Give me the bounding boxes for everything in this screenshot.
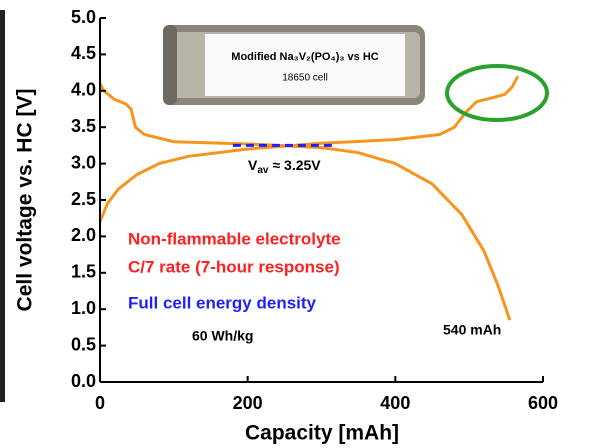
x-axis-title: Capacity [mAh] <box>245 422 399 445</box>
cell-type: 18650 cell <box>282 73 328 84</box>
y-tick-label: 2.0 <box>71 225 96 245</box>
highlight-ellipse <box>447 66 547 120</box>
chart: Modified Na₃V₂(PO₄)₃ vs HC 18650 cell Ce… <box>0 0 600 448</box>
y-tick-label: 2.5 <box>71 189 96 209</box>
y-tick-label: 1.0 <box>71 298 96 318</box>
y-tick-label: 4.0 <box>71 80 96 100</box>
curve <box>100 84 510 321</box>
capacity-label: 540 mAh <box>443 322 501 338</box>
energy-title: Full cell energy density <box>128 293 317 312</box>
y-axis-title: Cell voltage vs. HC [V] <box>14 89 37 312</box>
x-tick-label: 400 <box>380 393 410 413</box>
x-tick-label: 600 <box>528 393 558 413</box>
edge-bar <box>0 10 5 402</box>
x-tick-label: 0 <box>95 393 105 413</box>
cell-photo <box>163 25 425 105</box>
y-tick-label: 3.5 <box>71 116 96 136</box>
rate-note: C/7 rate (7-hour response) <box>128 257 340 276</box>
cell-title: Modified Na₃V₂(PO₄)₃ vs HC <box>231 51 378 63</box>
y-tick-label: 0.5 <box>71 334 96 354</box>
y-tick-label: 0.0 <box>71 371 96 391</box>
energy-value: 60 Wh/kg <box>192 328 253 344</box>
vav-value: ≈ 3.25V <box>272 157 321 173</box>
y-tick-label: 1.5 <box>71 262 96 282</box>
y-tick-label: 3.0 <box>71 152 96 172</box>
y-tick-label: 4.5 <box>71 43 96 63</box>
y-tick-label: 5.0 <box>71 7 96 27</box>
vav-sub: av <box>257 165 269 176</box>
vav-label: Vav≈ 3.25V <box>248 157 321 176</box>
x-tick-label: 200 <box>233 393 263 413</box>
electrolyte-note: Non-flammable electrolyte <box>128 229 341 248</box>
